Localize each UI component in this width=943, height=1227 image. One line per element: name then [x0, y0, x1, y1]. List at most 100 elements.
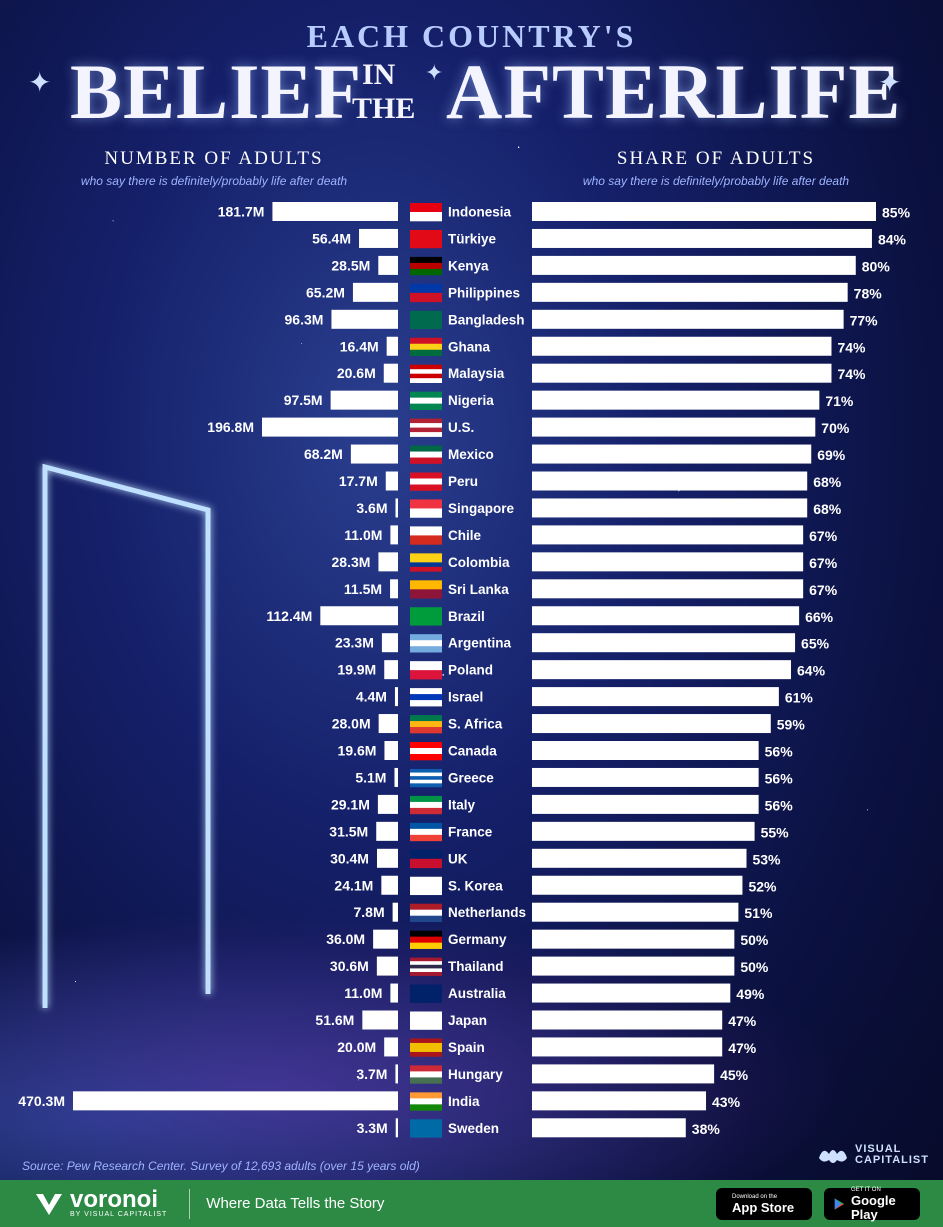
country-flag-icon [410, 256, 442, 276]
left-value-label: 23.3M [335, 635, 374, 651]
country-label: Mexico [448, 447, 494, 462]
left-bar [352, 282, 398, 302]
country-flag-icon [410, 553, 442, 572]
left-bar [395, 1118, 398, 1138]
right-panel-title: SHARE OF ADULTS [616, 148, 816, 169]
left-value-label: 3.7M [356, 1066, 387, 1082]
right-value-label: 52% [748, 878, 777, 894]
left-bar [376, 956, 398, 976]
right-bar [532, 875, 743, 895]
right-bar [532, 471, 808, 491]
right-bar [532, 1037, 723, 1057]
country-flag-icon [410, 472, 442, 491]
right-value-label: 84% [878, 231, 907, 247]
country-label: Argentina [448, 636, 511, 651]
chart-area: 181.7M Indonesia 85% 56.4M Türkiye 84% 28.5M Ke… [18, 203, 911, 1138]
country-flag-icon [410, 364, 442, 383]
country-label: Spain [448, 1040, 485, 1055]
left-bar [378, 255, 398, 275]
right-bar [532, 1091, 707, 1111]
country-flag-icon [410, 607, 442, 626]
country-flag-icon [410, 1038, 442, 1057]
right-bar [532, 929, 735, 949]
country-flag-icon [410, 1092, 442, 1111]
left-bar [262, 417, 398, 437]
right-value-label: 68% [813, 501, 842, 517]
country-label: France [448, 824, 493, 839]
right-bar [532, 390, 820, 410]
country-label: Ghana [448, 339, 491, 354]
left-bar [384, 1037, 398, 1057]
left-bar [390, 983, 398, 1003]
left-bar [392, 902, 398, 922]
country-flag-icon [410, 715, 442, 734]
vc-logo-line1: VISUAL [855, 1143, 902, 1155]
left-value-label: 65.2M [306, 284, 345, 300]
country-label: Netherlands [448, 905, 526, 920]
country-flag-icon [410, 849, 442, 869]
google-play-icon [834, 1198, 845, 1210]
google-play-button[interactable]: GET IT ON Google Play [824, 1187, 920, 1222]
country-flag-icon [410, 742, 442, 761]
google-play-label: Google Play [851, 1192, 896, 1222]
left-value-label: 19.6M [338, 743, 377, 759]
country-label: Brazil [448, 609, 485, 624]
left-value-label: 29.1M [331, 796, 370, 812]
left-bar [362, 1010, 398, 1030]
country-flag-icon [410, 1119, 442, 1138]
right-value-label: 85% [882, 205, 911, 221]
left-value-label: 11.0M [344, 527, 382, 543]
left-value-label: 36.0M [326, 931, 365, 947]
country-label: Thailand [448, 959, 504, 974]
country-label: Canada [448, 744, 497, 759]
right-bar [532, 1118, 686, 1138]
right-value-label: 38% [692, 1121, 721, 1137]
right-value-label: 68% [813, 474, 842, 490]
right-bar [532, 714, 771, 734]
left-value-label: 470.3M [18, 1093, 65, 1109]
left-bar [331, 309, 398, 329]
right-value-label: 80% [862, 258, 891, 274]
right-bar [532, 1064, 715, 1084]
country-flag-icon [410, 822, 442, 842]
voronoi-logo[interactable]: voronoi BY VISUAL CAPITALIST [34, 1188, 167, 1218]
country-label: Bangladesh [448, 312, 525, 327]
country-flag-icon [410, 418, 442, 437]
left-bar [377, 794, 398, 814]
country-label: Sweden [448, 1121, 499, 1136]
right-value-label: 50% [740, 959, 769, 975]
left-bar [320, 606, 398, 626]
country-flag-icon [410, 337, 442, 357]
right-bar [532, 821, 755, 841]
country-label: Peru [448, 474, 478, 489]
right-value-label: 56% [765, 797, 794, 813]
app-store-button[interactable]: Download on the App Store [716, 1188, 812, 1220]
left-value-label: 97.5M [284, 392, 323, 408]
country-flag-icon [410, 930, 442, 949]
left-bar [381, 875, 398, 895]
left-value-label: 4.4M [356, 689, 387, 705]
left-bar [330, 390, 398, 410]
left-bar [395, 498, 398, 518]
country-flag-icon [410, 229, 442, 249]
right-bar [532, 633, 796, 653]
right-value-label: 66% [805, 609, 834, 625]
country-flag-icon [410, 768, 442, 788]
country-flag-icon [410, 391, 442, 410]
left-bar [390, 525, 398, 545]
right-value-label: 64% [797, 663, 826, 679]
sparkle-icon: ✦ [28, 67, 52, 98]
footer-tagline: Where Data Tells the Story [206, 1195, 385, 1212]
left-value-label: 181.7M [218, 204, 265, 220]
left-value-label: 16.4M [340, 338, 379, 354]
left-bar [390, 579, 398, 599]
left-bar [394, 687, 398, 707]
country-label: Malaysia [448, 366, 505, 381]
right-bar [532, 606, 800, 626]
right-value-label: 61% [785, 690, 814, 706]
visual-capitalist-logo: VISUAL CAPITALIST [817, 1144, 929, 1166]
app-store-label: App Store [732, 1199, 795, 1215]
right-value-label: 59% [777, 717, 806, 733]
country-label: S. Korea [448, 878, 503, 893]
right-bar [532, 579, 804, 599]
